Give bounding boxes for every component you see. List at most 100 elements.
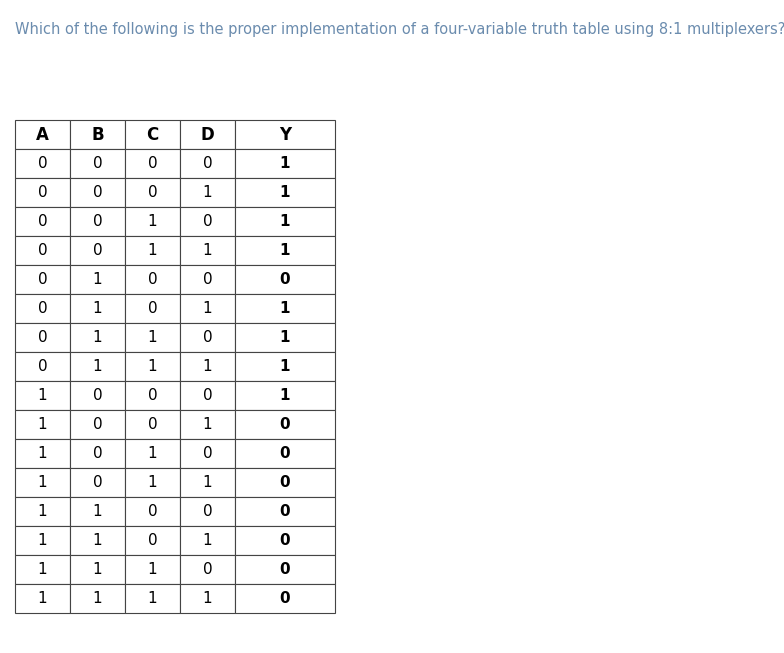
Text: 0: 0 bbox=[280, 562, 290, 577]
Bar bbox=[235, 410, 335, 439]
Bar bbox=[70, 207, 125, 236]
Bar bbox=[180, 294, 235, 323]
Bar bbox=[180, 149, 235, 178]
Bar bbox=[235, 265, 335, 294]
Bar bbox=[180, 178, 235, 207]
Text: 1: 1 bbox=[38, 446, 47, 461]
Text: C: C bbox=[147, 125, 158, 144]
Bar bbox=[180, 323, 235, 352]
Bar bbox=[125, 381, 180, 410]
Text: Which of the following is the proper implementation of a four-variable truth tab: Which of the following is the proper imp… bbox=[15, 22, 784, 37]
Text: 0: 0 bbox=[203, 388, 212, 403]
Text: 1: 1 bbox=[280, 243, 290, 258]
Text: 1: 1 bbox=[280, 330, 290, 345]
Text: 1: 1 bbox=[38, 591, 47, 606]
Text: 0: 0 bbox=[203, 330, 212, 345]
Bar bbox=[235, 468, 335, 497]
Text: 0: 0 bbox=[280, 533, 290, 548]
Text: 1: 1 bbox=[147, 330, 158, 345]
Bar bbox=[235, 323, 335, 352]
Text: 0: 0 bbox=[147, 156, 158, 171]
Bar bbox=[70, 410, 125, 439]
Bar bbox=[235, 584, 335, 613]
Bar bbox=[125, 265, 180, 294]
Text: 0: 0 bbox=[280, 417, 290, 432]
Text: 0: 0 bbox=[147, 272, 158, 287]
Text: 1: 1 bbox=[38, 475, 47, 490]
Text: 0: 0 bbox=[147, 185, 158, 200]
Text: 0: 0 bbox=[38, 359, 47, 374]
Bar bbox=[180, 497, 235, 526]
Text: 0: 0 bbox=[147, 388, 158, 403]
Bar bbox=[70, 352, 125, 381]
Text: 1: 1 bbox=[93, 591, 103, 606]
Bar bbox=[125, 236, 180, 265]
Text: 0: 0 bbox=[93, 388, 103, 403]
Bar bbox=[70, 468, 125, 497]
Bar bbox=[70, 120, 125, 149]
Text: 0: 0 bbox=[38, 243, 47, 258]
Bar bbox=[125, 410, 180, 439]
Text: 0: 0 bbox=[93, 243, 103, 258]
Text: 0: 0 bbox=[93, 156, 103, 171]
Text: 0: 0 bbox=[38, 330, 47, 345]
Text: 1: 1 bbox=[93, 562, 103, 577]
Text: 1: 1 bbox=[147, 214, 158, 229]
Bar bbox=[180, 555, 235, 584]
Bar bbox=[125, 497, 180, 526]
Bar bbox=[70, 236, 125, 265]
Bar bbox=[15, 410, 70, 439]
Bar bbox=[70, 584, 125, 613]
Text: 1: 1 bbox=[38, 504, 47, 519]
Bar bbox=[180, 439, 235, 468]
Text: 0: 0 bbox=[93, 214, 103, 229]
Text: 0: 0 bbox=[93, 475, 103, 490]
Bar bbox=[125, 178, 180, 207]
Text: 0: 0 bbox=[147, 504, 158, 519]
Text: 1: 1 bbox=[38, 388, 47, 403]
Bar bbox=[235, 120, 335, 149]
Text: 1: 1 bbox=[93, 301, 103, 316]
Text: 0: 0 bbox=[38, 156, 47, 171]
Text: 1: 1 bbox=[93, 359, 103, 374]
Bar bbox=[15, 584, 70, 613]
Bar bbox=[15, 468, 70, 497]
Bar bbox=[235, 381, 335, 410]
Text: 0: 0 bbox=[203, 446, 212, 461]
Bar bbox=[15, 381, 70, 410]
Bar bbox=[125, 584, 180, 613]
Text: 1: 1 bbox=[147, 359, 158, 374]
Bar bbox=[125, 468, 180, 497]
Bar bbox=[235, 294, 335, 323]
Text: 0: 0 bbox=[203, 562, 212, 577]
Bar bbox=[15, 236, 70, 265]
Text: 0: 0 bbox=[38, 301, 47, 316]
Bar bbox=[15, 149, 70, 178]
Bar bbox=[125, 439, 180, 468]
Text: 0: 0 bbox=[280, 272, 290, 287]
Text: 0: 0 bbox=[38, 214, 47, 229]
Text: 0: 0 bbox=[38, 272, 47, 287]
Text: 0: 0 bbox=[93, 185, 103, 200]
Text: 0: 0 bbox=[203, 504, 212, 519]
Text: 1: 1 bbox=[203, 533, 212, 548]
Text: 1: 1 bbox=[280, 301, 290, 316]
Text: 0: 0 bbox=[203, 214, 212, 229]
Text: 0: 0 bbox=[147, 301, 158, 316]
Text: 1: 1 bbox=[147, 446, 158, 461]
Bar bbox=[235, 352, 335, 381]
Text: 1: 1 bbox=[93, 533, 103, 548]
Bar bbox=[180, 120, 235, 149]
Bar bbox=[180, 468, 235, 497]
Text: 1: 1 bbox=[93, 272, 103, 287]
Bar bbox=[15, 294, 70, 323]
Bar bbox=[180, 584, 235, 613]
Text: 1: 1 bbox=[147, 562, 158, 577]
Text: 1: 1 bbox=[280, 156, 290, 171]
Bar bbox=[15, 265, 70, 294]
Text: 1: 1 bbox=[280, 388, 290, 403]
Bar bbox=[125, 149, 180, 178]
Bar bbox=[15, 178, 70, 207]
Text: 1: 1 bbox=[203, 243, 212, 258]
Text: D: D bbox=[201, 125, 214, 144]
